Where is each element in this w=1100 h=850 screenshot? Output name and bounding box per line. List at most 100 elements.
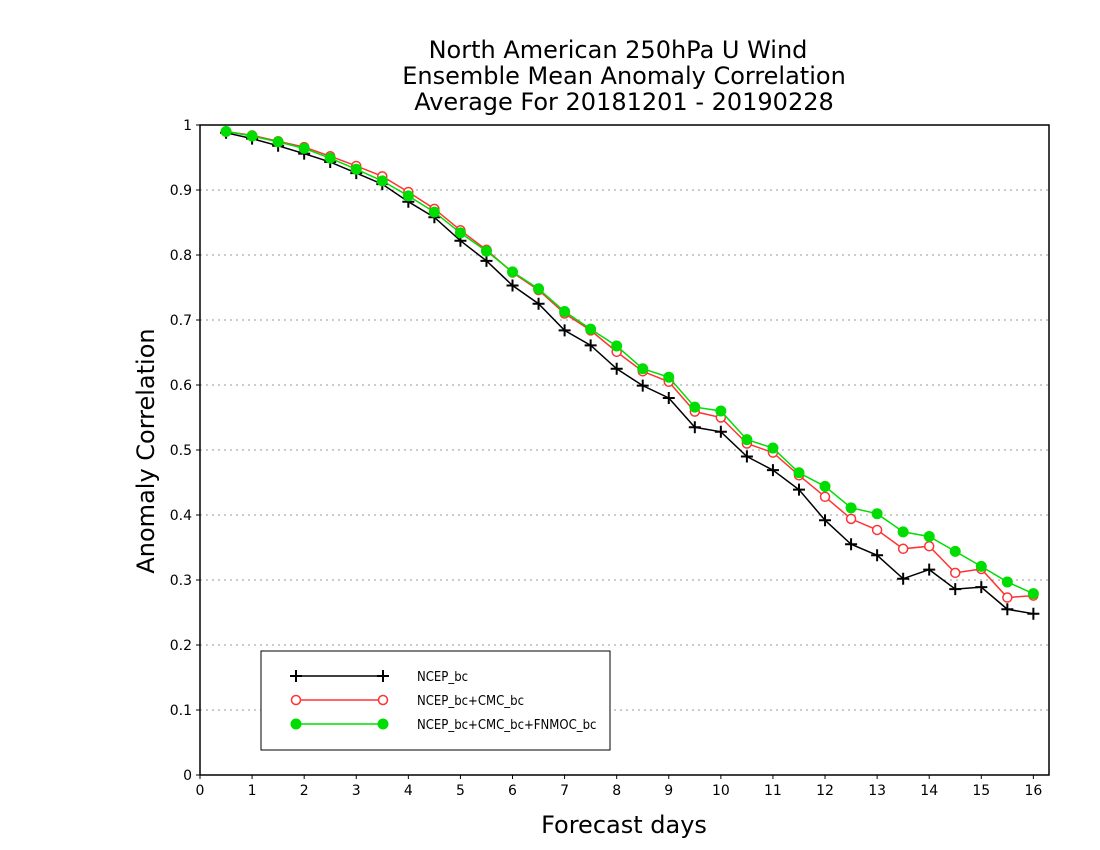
legend-entry-ncep-bc: NCEP_bc (290, 670, 468, 685)
y-tick-label: 0.3 (170, 573, 192, 589)
title-line-2: Ensemble Mean Anomaly Correlation (402, 62, 846, 90)
x-tick-label: 14 (920, 783, 938, 799)
x-tick-label: 4 (404, 783, 413, 799)
data-point-ncep-bc (1027, 607, 1040, 620)
data-point-ncep-bc-cmc-bc-fnmoc-bc (793, 467, 805, 479)
y-axis-label: Anomaly Correlation (132, 328, 160, 573)
legend-entry-ncep-bc-cmc-bc-fnmoc-bc: NCEP_bc+CMC_bc+FNMOC_bc (290, 718, 596, 733)
data-point-ncep-bc-cmc-bc-fnmoc-bc (507, 266, 519, 278)
data-point-ncep-bc-cmc-bc-fnmoc-bc (975, 560, 987, 572)
legend-entry-ncep-bc-cmc-bc: NCEP_bc+CMC_bc (290, 694, 524, 709)
data-point-ncep-bc-cmc-bc-fnmoc-bc (871, 508, 883, 520)
data-point-ncep-bc (1001, 603, 1014, 616)
data-point-ncep-bc-cmc-bc-fnmoc-bc (350, 163, 362, 175)
x-tick-label: 9 (664, 783, 673, 799)
data-point-ncep-bc (819, 514, 832, 527)
data-point-ncep-bc (584, 339, 597, 352)
x-tick-label: 0 (196, 783, 205, 799)
x-tick-label: 11 (764, 783, 782, 799)
data-point-ncep-bc (714, 425, 727, 438)
data-point-ncep-bc (558, 324, 571, 337)
legend-label: NCEP_bc (417, 670, 468, 685)
grid-lines (200, 189, 1049, 711)
legend-marker (290, 718, 302, 730)
data-point-ncep-bc (532, 297, 545, 310)
data-point-ncep-bc-cmc-bc (845, 513, 857, 525)
data-point-ncep-bc-cmc-bc-fnmoc-bc (1027, 588, 1039, 600)
data-point-ncep-bc (792, 483, 805, 496)
x-axis-label: Forecast days (541, 811, 707, 839)
data-point-ncep-bc-cmc-bc-fnmoc-bc (585, 323, 597, 335)
series-layer (220, 126, 1040, 620)
x-tick-label: 13 (868, 783, 886, 799)
data-point-ncep-bc-cmc-bc-fnmoc-bc (767, 442, 779, 454)
data-point-ncep-bc (949, 583, 962, 596)
series-ncep-bc (220, 126, 1040, 620)
data-point-ncep-bc-cmc-bc-fnmoc-bc (741, 434, 753, 446)
data-point-ncep-bc (740, 450, 753, 463)
y-tick-label: 0.7 (170, 313, 192, 329)
data-point-ncep-bc-cmc-bc (1002, 592, 1013, 603)
x-tick-label: 16 (1024, 783, 1042, 799)
data-point-ncep-bc-cmc-bc-fnmoc-bc (689, 401, 701, 413)
data-point-ncep-bc-cmc-bc-fnmoc-bc (845, 502, 857, 514)
legend-marker (377, 718, 389, 730)
legend-marker (290, 670, 302, 682)
data-point-ncep-bc-cmc-bc-fnmoc-bc (402, 190, 414, 202)
series-line-ncep-bc-cmc-bc (225, 130, 1034, 599)
data-point-ncep-bc-cmc-bc-fnmoc-bc (454, 227, 466, 239)
legend-marker (377, 670, 389, 682)
axes: 00.10.20.30.40.50.60.70.80.910 1 2 3 4 5 6 7 8 9 1… (170, 118, 1050, 799)
x-tick-label: 12 (816, 783, 834, 799)
data-point-ncep-bc-cmc-bc-fnmoc-bc (220, 126, 232, 137)
data-point-ncep-bc (897, 572, 910, 585)
data-point-ncep-bc-cmc-bc-fnmoc-bc (1001, 576, 1013, 588)
legend-label: NCEP_bc+CMC_bc+FNMOC_bc (417, 718, 596, 733)
x-tick-label: 3 (352, 783, 361, 799)
y-tick-label: 0.8 (170, 248, 192, 264)
x-tick-label: 2 (300, 783, 309, 799)
data-point-ncep-bc (688, 421, 701, 434)
data-point-ncep-bc-cmc-bc-fnmoc-bc (611, 340, 623, 352)
y-tick-label: 0.5 (170, 443, 192, 459)
data-point-ncep-bc-cmc-bc-fnmoc-bc (559, 306, 571, 318)
data-point-ncep-bc-cmc-bc-fnmoc-bc (376, 175, 388, 187)
data-point-ncep-bc-cmc-bc-fnmoc-bc (663, 371, 675, 383)
y-tick-label: 0 (183, 768, 192, 784)
data-point-ncep-bc-cmc-bc (949, 567, 961, 579)
data-point-ncep-bc-cmc-bc-fnmoc-bc (480, 245, 492, 257)
y-tick-label: 0.2 (170, 638, 192, 654)
y-tick-label: 0.1 (170, 703, 192, 719)
legend-marker (377, 694, 389, 706)
data-point-ncep-bc-cmc-bc-fnmoc-bc (637, 363, 649, 375)
x-tick-label: 6 (508, 783, 517, 799)
data-point-ncep-bc-cmc-bc-fnmoc-bc (246, 130, 258, 142)
data-point-ncep-bc (636, 379, 649, 392)
x-tick-label: 15 (972, 783, 990, 799)
legend-marker (290, 694, 302, 706)
y-tick-label: 1 (183, 118, 192, 134)
data-point-ncep-bc-cmc-bc (819, 491, 831, 503)
data-point-ncep-bc (871, 549, 884, 562)
series-line-ncep-bc (225, 132, 1034, 615)
data-point-ncep-bc (766, 464, 779, 477)
data-point-ncep-bc (975, 581, 988, 594)
data-point-ncep-bc-cmc-bc-fnmoc-bc (819, 480, 831, 492)
data-point-ncep-bc-cmc-bc (897, 543, 909, 555)
data-point-ncep-bc-cmc-bc-fnmoc-bc (897, 526, 909, 538)
series-ncep-bc-cmc-bc-fnmoc-bc (220, 126, 1039, 600)
data-point-ncep-bc-cmc-bc (871, 524, 883, 536)
x-tick-label: 10 (712, 783, 730, 799)
data-point-ncep-bc-cmc-bc-fnmoc-bc (324, 152, 336, 164)
data-point-ncep-bc-cmc-bc-fnmoc-bc (272, 136, 284, 148)
x-tick-label: 8 (612, 783, 621, 799)
x-tick-label: 7 (560, 783, 569, 799)
data-point-ncep-bc (480, 254, 493, 267)
data-point-ncep-bc-cmc-bc-fnmoc-bc (949, 545, 961, 557)
x-tick-label: 1 (248, 783, 257, 799)
legend-label: NCEP_bc+CMC_bc (417, 694, 524, 709)
data-point-ncep-bc-cmc-bc-fnmoc-bc (923, 530, 935, 542)
y-tick-label: 0.6 (170, 378, 192, 394)
data-point-ncep-bc (506, 279, 519, 292)
